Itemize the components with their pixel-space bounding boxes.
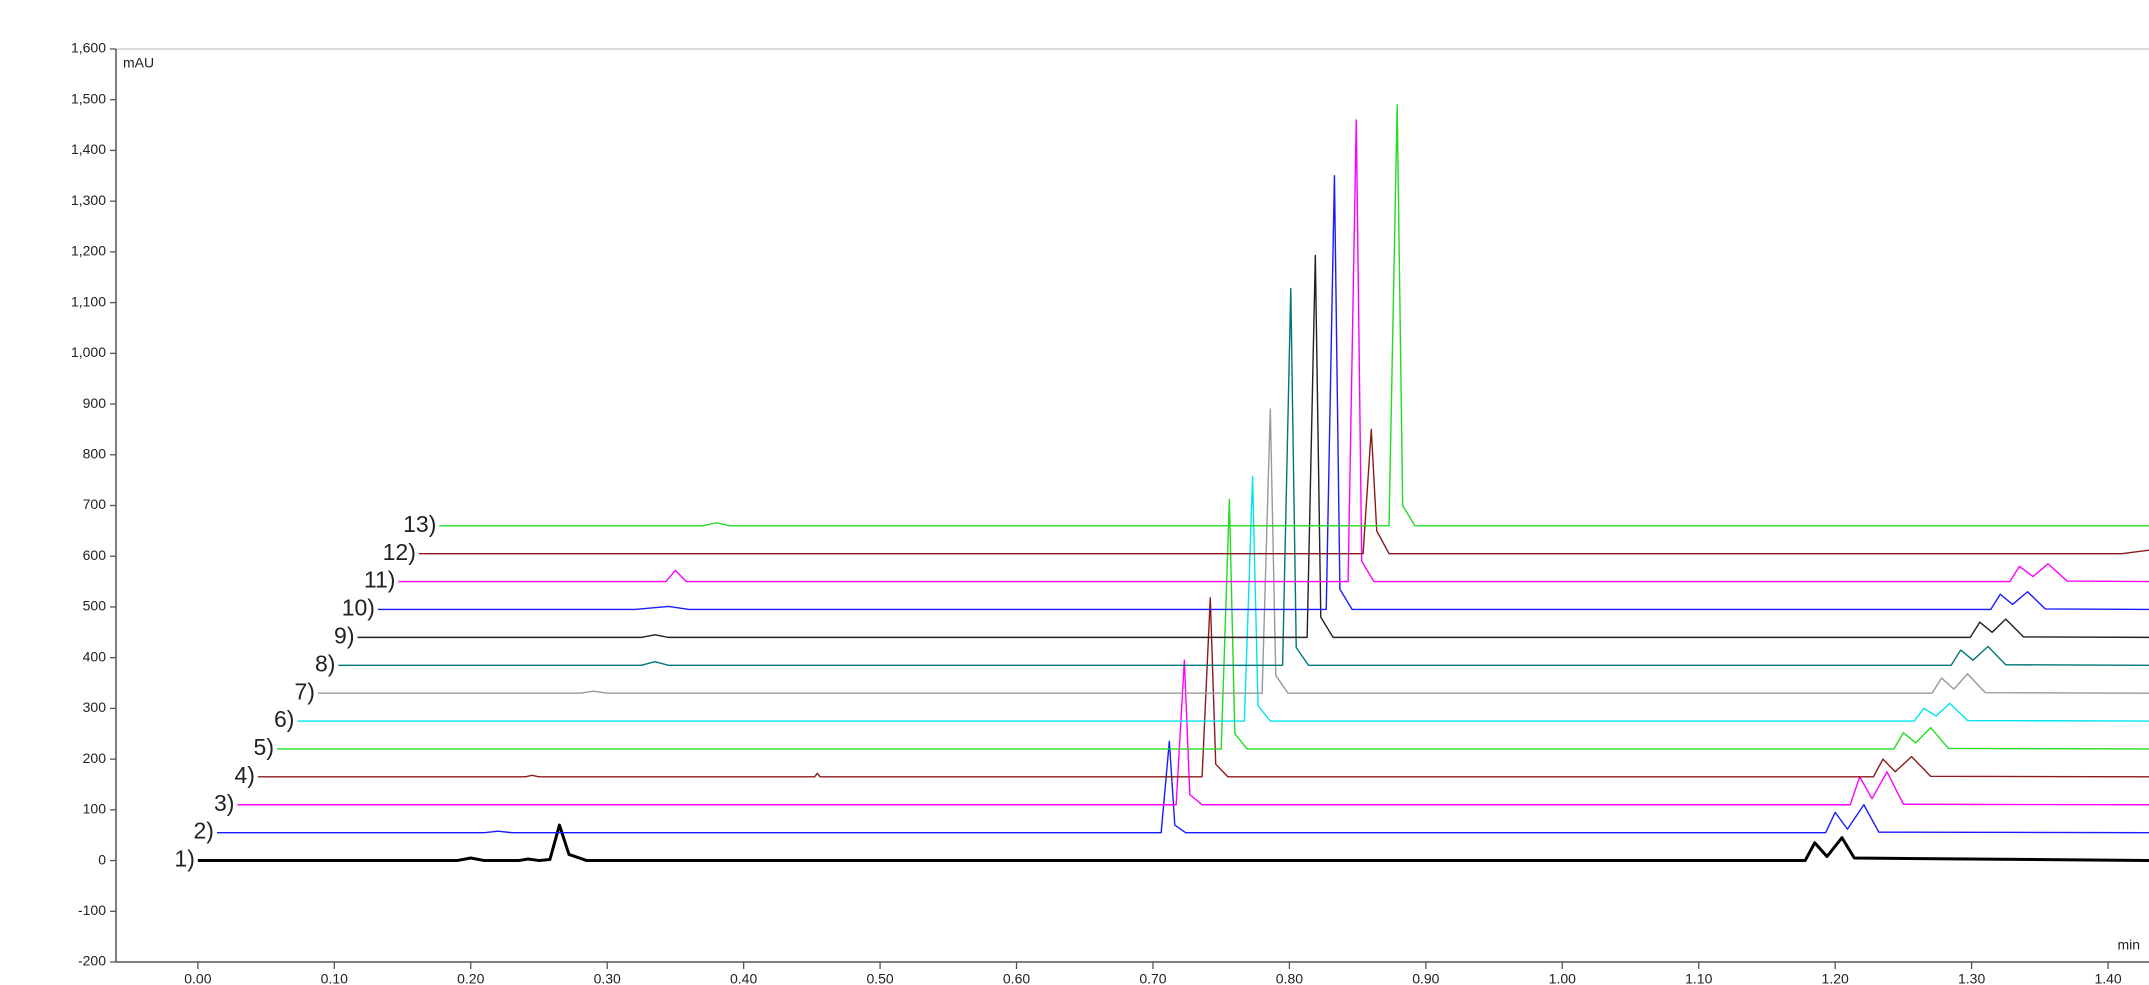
y-tick-label: 500	[83, 598, 107, 614]
y-tick-label: 700	[83, 496, 107, 512]
y-tick-label: 1,500	[71, 90, 106, 106]
trace-label: 4)	[234, 762, 254, 788]
trace-label: 9)	[334, 622, 354, 648]
trace-label: 3)	[214, 790, 234, 816]
x-tick-label: 0.00	[184, 971, 211, 985]
y-tick-label: 800	[83, 445, 107, 461]
trace-line	[237, 659, 2149, 806]
trace-line	[357, 254, 2149, 639]
y-tick-label: 400	[83, 648, 107, 664]
x-tick-label: 0.80	[1276, 971, 1303, 985]
y-tick-label: 1,300	[71, 192, 106, 208]
trace-line	[297, 475, 2149, 722]
trace-line	[216, 740, 2149, 834]
trace-line	[197, 823, 2149, 863]
y-tick-label: -200	[78, 953, 106, 969]
trace-line	[257, 597, 2149, 778]
trace-line	[338, 287, 2149, 666]
y-tick-label: 1,400	[71, 141, 106, 157]
trace-label: 6)	[274, 706, 294, 732]
trace-line	[398, 119, 2149, 583]
y-tick-label: 1,100	[71, 293, 106, 309]
y-tick-label: -100	[78, 902, 106, 918]
x-tick-label: 0.10	[321, 971, 348, 985]
trace-label: 2)	[194, 818, 214, 844]
trace-line	[418, 428, 2149, 555]
x-tick-label: 1.20	[1822, 971, 1849, 985]
trace-label: 8)	[315, 650, 335, 676]
y-tick-label: 900	[83, 395, 107, 411]
trace-label: 10)	[342, 595, 375, 621]
y-tick-label: 600	[83, 547, 107, 563]
trace-label: 5)	[254, 734, 274, 760]
trace-label: 11)	[364, 567, 396, 593]
trace-line	[377, 175, 2149, 611]
trace-label: 13)	[403, 511, 436, 537]
x-tick-label: 1.10	[1685, 971, 1712, 985]
x-tick-label: 0.60	[1003, 971, 1030, 985]
x-tick-label: 1.00	[1549, 971, 1576, 985]
y-tick-label: 1,000	[71, 344, 106, 360]
x-tick-label: 0.70	[1139, 971, 1166, 985]
y-axis-label: mAU	[123, 55, 154, 71]
trace-line	[439, 104, 2149, 527]
x-tick-label: 0.30	[594, 971, 621, 985]
trace-line	[317, 408, 2149, 694]
trace-label: 12)	[383, 539, 416, 565]
x-tick-label: 0.40	[730, 971, 757, 985]
y-tick-label: 1,600	[71, 40, 106, 56]
x-tick-label: 1.30	[1958, 971, 1985, 985]
y-tick-label: 100	[83, 801, 107, 817]
y-tick-label: 300	[83, 699, 107, 715]
x-tick-label: 0.90	[1412, 971, 1439, 985]
trace-label: 7)	[294, 678, 314, 704]
x-tick-label: 0.50	[866, 971, 893, 985]
x-axis-label: min	[2117, 937, 2140, 953]
x-tick-label: 1.40	[2094, 971, 2121, 985]
y-tick-label: 0	[98, 851, 106, 867]
y-tick-label: 1,200	[71, 243, 106, 259]
trace-label: 1)	[174, 846, 194, 872]
x-tick-label: 0.20	[457, 971, 484, 985]
y-tick-label: 200	[83, 750, 107, 766]
trace-line	[277, 498, 2149, 750]
